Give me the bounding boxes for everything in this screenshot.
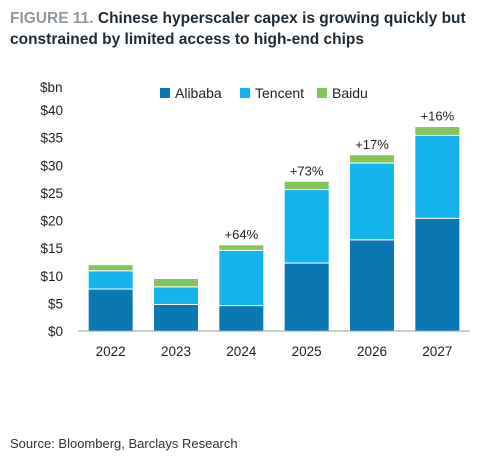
- growth-label-2025: +73%: [290, 163, 324, 178]
- y-tick-label: $30: [40, 158, 63, 173]
- bar-baidu-2026: [349, 154, 395, 164]
- bar-baidu-2024: [218, 244, 265, 251]
- bar-tencent-2024: [218, 249, 265, 307]
- x-axis-ticks: 2022 2023 2024 2025 2026 2027: [96, 344, 453, 359]
- legend-swatch: [160, 88, 170, 98]
- legend-item-alibaba: Alibaba: [160, 85, 222, 101]
- legend-item-baidu: Baidu: [317, 85, 368, 101]
- bar-alibaba-2025: [283, 262, 330, 332]
- bar-alibaba-2026: [349, 239, 395, 332]
- figure-number: FIGURE 11.: [10, 10, 94, 27]
- source-note: Source: Bloomberg, Barclays Research: [10, 436, 238, 451]
- legend-item-tencent: Tencent: [240, 85, 304, 101]
- stacked-bar-chart: Alibaba Tencent Baidu $bn $0 $5 $10 $15 $20 $25…: [40, 80, 470, 359]
- legend-swatch: [317, 88, 327, 98]
- legend-label: Baidu: [332, 85, 368, 101]
- y-tick-label: $40: [40, 103, 63, 118]
- x-tick-label: 2022: [96, 344, 126, 359]
- x-tick-label: 2023: [161, 344, 191, 359]
- figure-title: Chinese hyperscaler capex is growing qui…: [10, 10, 466, 48]
- y-tick-label: $5: [48, 296, 63, 311]
- growth-label-2026: +17%: [355, 137, 389, 152]
- x-tick-label: 2024: [226, 344, 257, 359]
- bar-alibaba-2022: [87, 288, 134, 332]
- bar-baidu-2027: [414, 126, 461, 136]
- y-tick-label: $20: [40, 214, 63, 229]
- legend-swatch: [240, 88, 250, 98]
- growth-label-2027: +16%: [421, 109, 455, 124]
- y-axis-ticks: $0 $5 $10 $15 $20 $25 $30 $35 $40: [40, 103, 63, 339]
- bar-tencent-2026: [349, 162, 395, 241]
- y-axis-label: $bn: [40, 80, 63, 95]
- y-tick-label: $35: [40, 131, 63, 146]
- y-tick-label: $10: [40, 269, 63, 284]
- legend: Alibaba Tencent Baidu: [160, 85, 368, 101]
- chart-title: FIGURE 11. Chinese hyperscaler capex is …: [10, 8, 475, 50]
- bar-baidu-2022: [87, 264, 134, 272]
- y-tick-label: $25: [40, 186, 63, 201]
- y-tick-label: $0: [48, 324, 63, 339]
- y-tick-label: $15: [40, 241, 63, 256]
- bar-tencent-2023: [153, 286, 199, 305]
- bar-alibaba-2027: [414, 217, 461, 332]
- growth-annotations: +64% +73% +17% +16%: [225, 109, 455, 242]
- x-tick-label: 2027: [422, 344, 452, 359]
- bar-alibaba-2024: [218, 305, 265, 332]
- x-tick-label: 2026: [357, 344, 387, 359]
- bar-baidu-2025: [283, 180, 330, 191]
- legend-label: Tencent: [255, 85, 304, 101]
- bar-baidu-2023: [153, 278, 199, 288]
- growth-label-2024: +64%: [225, 227, 259, 242]
- legend-label: Alibaba: [175, 85, 222, 101]
- bars: [87, 126, 461, 332]
- bar-tencent-2022: [87, 270, 134, 290]
- bar-tencent-2025: [283, 189, 330, 264]
- bar-alibaba-2023: [153, 303, 199, 332]
- x-tick-label: 2025: [292, 344, 322, 359]
- bar-tencent-2027: [414, 134, 461, 219]
